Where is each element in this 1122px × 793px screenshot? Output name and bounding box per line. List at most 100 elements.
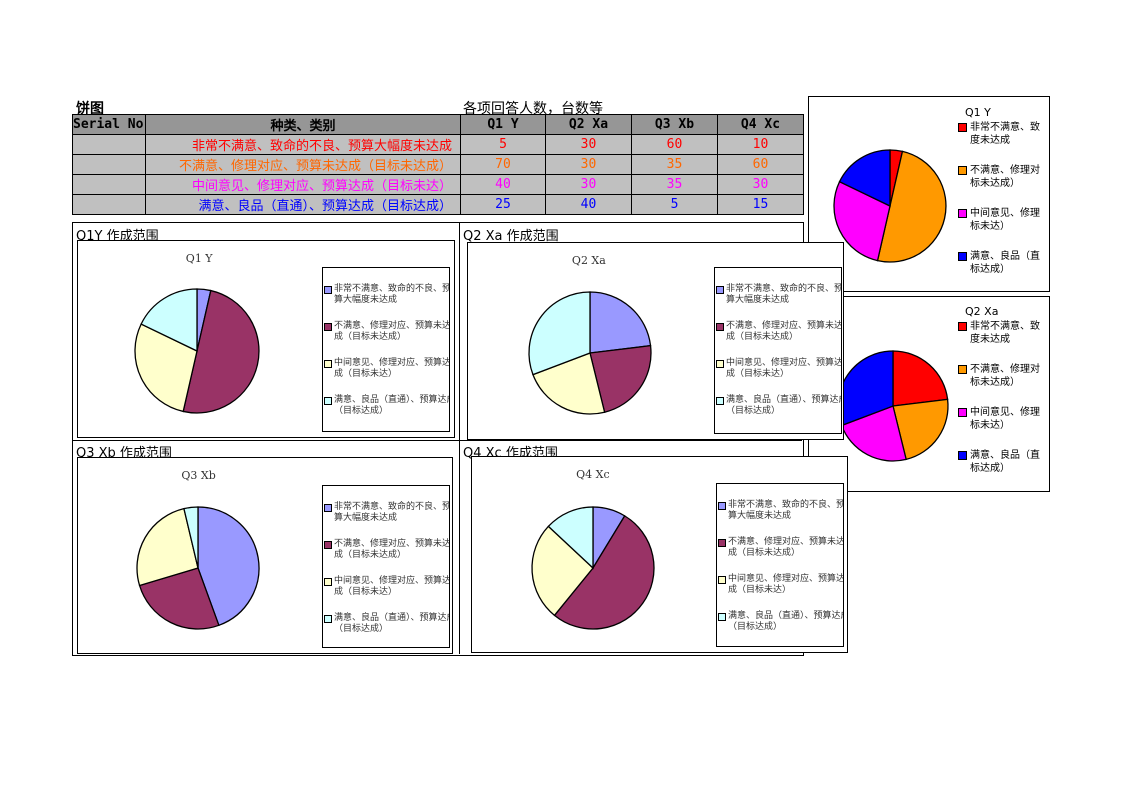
legend-swatch-icon: [958, 252, 967, 261]
legend-label: 中间意见、修理对应、预算达成（目标未达）: [334, 358, 450, 379]
pie-slice[interactable]: [182, 289, 260, 414]
legend-swatch-icon: [324, 397, 332, 405]
pie-slice[interactable]: [528, 291, 591, 376]
legend-label: 非常不满意、致命的不良、预算大幅度未达成: [970, 321, 1040, 345]
table-header: Serial No 种类、类别 Q1 Y Q2 Xa Q3 Xb Q4 Xc: [72, 114, 804, 135]
legend-swatch-icon: [324, 504, 332, 512]
legend-label: 满意、良品（直通）、预算达成（目标达成）: [726, 395, 842, 416]
legend-swatch-icon: [958, 408, 967, 417]
value-cell: 5: [460, 134, 546, 155]
divider: [459, 222, 460, 654]
value-cell: 15: [717, 194, 804, 215]
legend-swatch-icon: [958, 322, 967, 331]
category-cell: 非常不满意、致命的不良、预算大幅度未达成: [145, 134, 461, 155]
legend-label: 中间意见、修理对应、预算达成（目标未达）: [334, 576, 450, 597]
legend-swatch-icon: [324, 541, 332, 549]
legend-label: 非常不满意、致命的不良、预算大幅度未达成: [726, 284, 842, 305]
legend-item: 满意、良品（直通）、预算达成（目标达成）: [717, 611, 844, 633]
legend-label: 满意、良品（直通）、预算达成（目标达成）: [970, 450, 1040, 474]
pie-slice[interactable]: [138, 567, 220, 630]
pie-slice[interactable]: [589, 344, 652, 414]
legend-swatch-icon: [716, 286, 724, 294]
legend-item: 非常不满意、致命的不良、预算大幅度未达成: [958, 320, 1040, 346]
pie-slice[interactable]: [531, 525, 594, 617]
serial-cell: [72, 194, 146, 215]
value-cell: 30: [545, 174, 632, 195]
legend-item: 非常不满意、致命的不良、预算大幅度未达成: [715, 284, 842, 306]
serial-cell: [72, 174, 146, 195]
legend-item: 中间意见、修理对应、预算达成（目标未达）: [715, 358, 842, 380]
legend-swatch-icon: [716, 323, 724, 331]
legend-label: 中间意见、修理对应、预算达成（目标未达）: [970, 208, 1040, 232]
serial-cell: [72, 154, 146, 175]
legend-item: 不满意、修理对应、预算未达成（目标未达成）: [717, 537, 843, 559]
legend-item: 非常不满意、致命的不良、预算大幅度未达成: [717, 500, 844, 522]
pie-slice[interactable]: [833, 180, 891, 262]
table-row: 不满意、修理对应、预算未达成（目标未达成） 70 30 35 60: [72, 154, 804, 175]
pie-slice[interactable]: [547, 506, 594, 570]
value-cell: 35: [631, 174, 718, 195]
legend-swatch-icon: [718, 613, 726, 621]
legend-swatch-icon: [958, 123, 967, 132]
pie-slice[interactable]: [838, 149, 891, 208]
legend-label: 不满意、修理对应、预算未达成（目标未达成）: [726, 321, 842, 342]
chart-title: Q1 Y: [185, 252, 213, 265]
legend-label: 中间意见、修理对应、预算达成（目标未达）: [726, 358, 842, 379]
header-serial: Serial No: [72, 114, 146, 135]
header-q2: Q2 Xa: [545, 114, 632, 135]
header-category: 种类、类别: [145, 114, 461, 135]
legend-swatch-icon: [324, 360, 332, 368]
legend-label: 不满意、修理对应、预算未达成（目标未达成）: [970, 364, 1040, 388]
legend-item: 中间意见、修理对应、预算达成（目标未达）: [958, 406, 1040, 432]
legend-item: 非常不满意、致命的不良、预算大幅度未达成: [323, 284, 450, 306]
legend-label: 不满意、修理对应、预算未达成（目标未达成）: [334, 539, 450, 560]
pie-chart: [136, 506, 260, 630]
table-row: 满意、良品（直通）、预算达成（目标达成） 25 40 5 15: [72, 194, 804, 215]
legend-swatch-icon: [716, 360, 724, 368]
legend-item: 满意、良品（直通）、预算达成（目标达成）: [958, 449, 1040, 475]
pie-slice[interactable]: [892, 398, 949, 461]
pie-slice[interactable]: [553, 514, 655, 630]
pie-slice[interactable]: [876, 150, 947, 263]
legend-swatch-icon: [324, 323, 332, 331]
value-cell: 25: [460, 194, 546, 215]
legend-label: 满意、良品（直通）、预算达成（目标达成）: [728, 611, 844, 632]
value-cell: 30: [545, 134, 632, 155]
legend-label: 非常不满意、致命的不良、预算大幅度未达成: [728, 500, 844, 521]
legend-label: 非常不满意、致命的不良、预算大幅度未达成: [334, 284, 450, 305]
pie-slice[interactable]: [183, 506, 199, 569]
legend: 非常不满意、致命的不良、预算大幅度未达成 不满意、修理对应、预算未达成（目标未达成…: [322, 485, 450, 648]
legend-label: 满意、良品（直通）、预算达成（目标达成）: [970, 251, 1040, 275]
legend: 非常不满意、致命的不良、预算大幅度未达成 不满意、修理对应、预算未达成（目标未达成…: [714, 267, 842, 434]
page-title: 饼图: [76, 101, 104, 117]
legend-item: 不满意、修理对应、预算未达成（目标未达成）: [323, 539, 450, 561]
data-table: Serial No 种类、类别 Q1 Y Q2 Xa Q3 Xb Q4 Xc 非…: [72, 114, 804, 215]
legend-swatch-icon: [324, 286, 332, 294]
right-pie-q2: [837, 350, 949, 462]
legend-item: 中间意见、修理对应、预算达成（目标未达）: [323, 576, 450, 598]
legend-item: 非常不满意、致命的不良、预算大幅度未达成: [958, 121, 1040, 147]
value-cell: 70: [460, 154, 546, 175]
pie-slice[interactable]: [197, 506, 260, 627]
category-cell: 中间意见、修理对应、预算达成（目标未达）: [145, 174, 461, 195]
legend-swatch-icon: [718, 576, 726, 584]
pie-slice[interactable]: [589, 291, 652, 354]
serial-cell: [72, 134, 146, 155]
pie-slice[interactable]: [136, 507, 199, 587]
legend-swatch-icon: [718, 502, 726, 510]
pie-slice[interactable]: [140, 288, 198, 353]
chart-title: Q4 Xc: [576, 468, 610, 481]
table-row: 中间意见、修理对应、预算达成（目标未达） 40 30 35 30: [72, 174, 804, 195]
right-legend-q2: Q2 Xa 非常不满意、致命的不良、预算大幅度未达成不满意、修理对应、预算未达成（…: [958, 305, 1040, 485]
chart-title: Q1 Y: [965, 106, 991, 119]
legend-item: 满意、良品（直通）、预算达成（目标达成）: [715, 395, 842, 417]
legend-item: 不满意、修理对应、预算未达成（目标未达成）: [715, 321, 842, 343]
legend-swatch-icon: [324, 615, 332, 623]
header-q4: Q4 Xc: [717, 114, 804, 135]
pie-slice[interactable]: [134, 323, 198, 413]
header-q3: Q3 Xb: [631, 114, 718, 135]
pie-slice[interactable]: [892, 350, 949, 407]
legend-swatch-icon: [958, 166, 967, 175]
value-cell: 40: [460, 174, 546, 195]
legend-swatch-icon: [716, 397, 724, 405]
